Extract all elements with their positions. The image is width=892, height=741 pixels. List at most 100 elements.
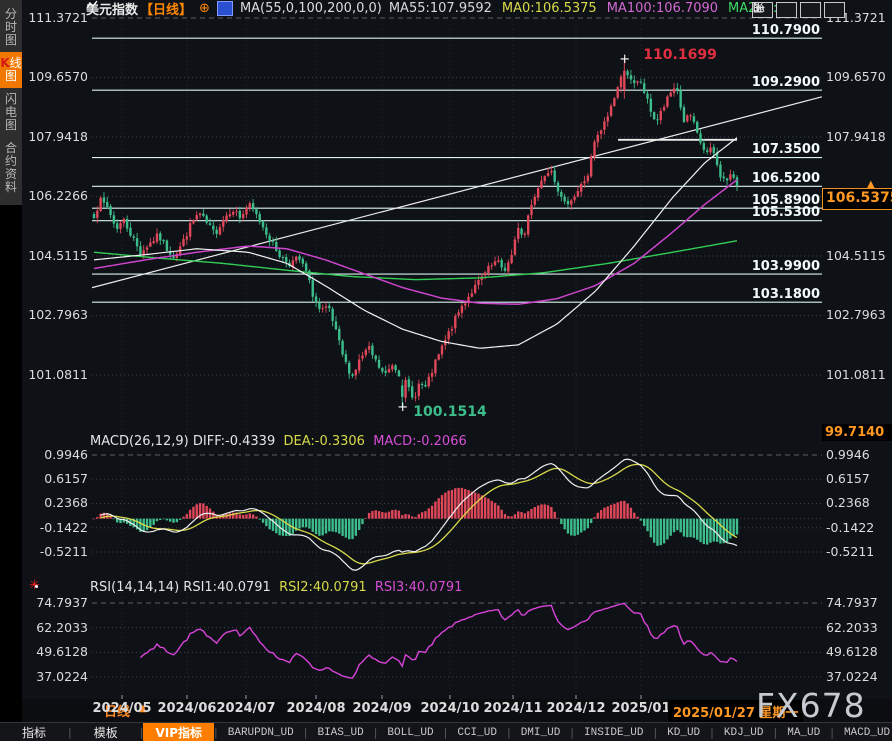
rsi3-value: RSI3:40.0791 [374,580,463,595]
export-icon[interactable] [753,2,845,18]
period-tag: 【日线】 [140,3,193,18]
toolbar-tab[interactable]: BOLL_UD [387,726,434,739]
toolbar-tab[interactable]: BARUPDN_UD [227,726,294,739]
macd-axis-tick: -0.5211 [39,544,88,559]
toolbar-tab[interactable]: VIP指标 [143,723,215,741]
price-level-label: 105.8900 [751,192,820,208]
low-cross-marker: + [397,400,409,416]
chart-type-icon[interactable] [86,0,233,16]
price-axis-tick: 109.6570 [826,69,886,85]
ma55-line [93,137,738,349]
macd-axis-tick: 0.2368 [826,495,870,511]
price-level-label: 107.3500 [751,142,820,158]
month-label: 2024/05 [92,701,152,716]
toolbar-separator: | [570,726,575,739]
toolbar-tab[interactable]: CCI_UD [457,726,497,739]
month-label: 2024/09 [352,701,412,716]
month-label: 2024/11 [483,701,543,716]
toolbar-tab[interactable]: MACD_UD [843,726,891,739]
toolbar-tab[interactable]: KDJ_UD [723,726,764,739]
rsi-axis-tick: 37.0224 [826,668,878,684]
toolbar-separator: | [68,726,72,739]
ma-params: MA(55,0,100,200,0,0) [239,1,382,16]
rsi-axis-tick: 62.2033 [36,619,88,635]
price-axis-tick: 102.7963 [826,307,886,323]
rsi-line [139,602,738,679]
macd-header: MACD(26,12,9) DIFF:-0.4339 DEA:-0.3306 M… [90,434,467,449]
sidebar-item-tab[interactable]: 闪电图 [4,92,17,132]
toolbar-tab[interactable]: INSIDE_UD [584,726,644,739]
toolbar-separator: | [653,726,658,739]
period-arrow-icon[interactable]: ▲ [139,703,147,714]
macd-histogram [92,487,739,546]
add-indicator-icon[interactable]: ⊕ [199,1,210,16]
sidebar-item-tab[interactable]: 分时图 [4,7,17,47]
left-sidebar: 分时图 K线图闪电图合约资料 [0,0,22,741]
month-label: 2024/07 [216,701,276,716]
price-axis-tick: 107.9418 [28,128,88,144]
price-level-label: 103.1800 [751,286,820,302]
chart-mode-menu: 分时图 K线图闪电图合约资料 [0,0,22,205]
ma100-line [93,179,738,306]
macd-axis-tick: -0.1422 [39,519,88,535]
x-axis-scale-icon[interactable] [753,2,821,18]
chart-toolbar-icons [752,2,845,18]
rsi-axis-tick: 74.7937 [826,595,878,610]
toolbar-separator: | [139,726,144,739]
price-level-label: 105.5300 [751,205,820,221]
toolbar-separator: | [830,726,834,739]
rsi-title: RSI(14,14,14) [90,580,180,595]
toolbar-separator: | [373,726,378,739]
macd-axis-tick: 0.2368 [44,495,88,511]
macd-diff-line [100,458,738,571]
toolbar-separator: | [214,726,218,739]
macd-axis-tick: 0.6157 [44,471,88,487]
price-axis-tick: 101.0811 [28,366,88,382]
ma-value: MA0:106.5375 [501,1,597,16]
price-up-arrow-icon[interactable]: ▲ [867,178,875,190]
y-axis-scale-icon[interactable] [753,2,797,18]
rsi-axis-tick: 49.6128 [36,644,88,660]
ma200-line [93,240,738,281]
period-selector[interactable]: 日线 [104,705,131,720]
toolbar-tab[interactable]: BIAS_UD [317,726,364,739]
macd-dea-line [100,463,738,565]
ma-value: MA100:106.7090 [606,1,719,16]
candles-layer [92,59,739,408]
toolbar-tab[interactable]: DMI_UD [520,726,561,739]
alert-sun-icon[interactable]: ✳ [29,578,40,593]
toolbar-separator: | [506,726,511,739]
toolbar-tab[interactable]: MA_UD [787,726,821,739]
toolbar-tab[interactable]: KD_UD [667,726,701,739]
macd-axis-tick: -0.5211 [826,544,875,559]
rsi-header: RSI(14,14,14) RSI1:40.0791 RSI2:40.0791 … [90,580,462,595]
ma-value: MA55:107.9592 [388,1,492,16]
toolbar-tab[interactable]: 指标 [22,726,47,740]
macd-axis-tick: -0.1422 [826,519,875,535]
price-axis-tick: 111.3721 [28,10,88,25]
ma-values: MA55:107.9592MA0:106.5375MA100:106.7090M… [389,1,796,16]
sidebar-item-active[interactable]: K线图 [0,52,22,88]
toolbar-separator: | [710,726,714,739]
high-price-label: 110.1699 [643,46,717,63]
rsi-axis-tick: 74.7937 [36,595,88,610]
toolbar-tab[interactable]: 模板 [93,726,118,740]
price-level-label: 109.2900 [751,74,820,90]
high-cross-marker: + [619,51,631,67]
toolbar-separator: | [303,726,308,739]
sidebar-item-tab[interactable]: 合约资料 [4,141,17,194]
macd-diff-value: DIFF:-0.4339 [192,434,276,449]
price-axis-tick: 102.7963 [28,307,88,323]
price-level-label: 103.9900 [751,258,820,274]
indicator-toolbar: 指标 | 模板 | VIP指标 | BARUPDN_UD | BIAS_UD | BOLL_UD | C… [0,722,892,741]
crosshair-date-box: 2025/01/27 星期一 [668,700,804,723]
price-axis-tick: 107.9418 [826,128,886,144]
price-level-label: 106.5200 [751,170,820,186]
month-label: 2024/10 [420,701,480,716]
rsi1-value: RSI1:40.0791 [183,580,271,595]
symbol-name: 美元指数 [86,3,139,18]
rsi-axis-tick: 62.2033 [826,619,878,635]
month-label: 2024/12 [546,701,606,716]
